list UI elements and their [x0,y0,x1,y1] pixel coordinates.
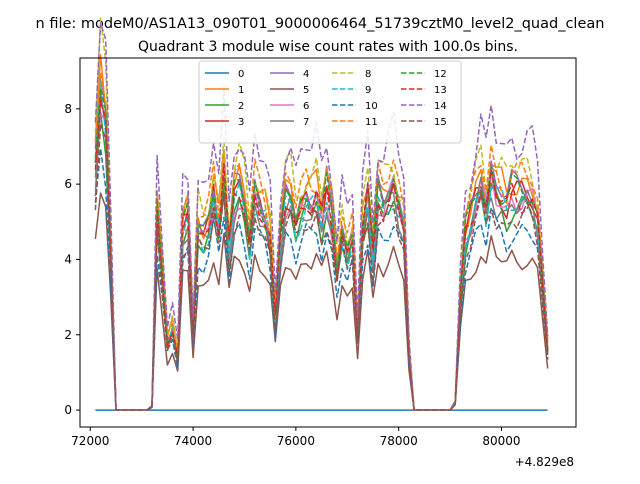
y-tick-label: 2 [64,328,72,342]
series-line-14 [94,22,549,411]
legend-label-13: 13 [434,85,447,96]
legend-label-12: 12 [434,69,447,80]
x-axis-offset-label: +4.829e8 [515,455,574,469]
series-line-5 [94,192,549,411]
legend-label-2: 2 [238,101,244,112]
legend-label-0: 0 [238,69,244,80]
legend-label-10: 10 [365,101,378,112]
legend-label-11: 11 [365,117,378,128]
x-tick-label: 72000 [71,434,109,448]
x-axis-ticks: 72000 74000 76000 78000 80000 [71,427,521,448]
figure-suptitle: n file: modeM0/AS1A13_090T01_9000006464_… [36,16,605,32]
x-tick-label: 78000 [380,434,418,448]
y-tick-label: 4 [64,252,72,266]
legend-label-8: 8 [365,69,371,80]
x-tick-label: 76000 [277,434,315,448]
series-line-11 [94,72,549,411]
chart-title: Quadrant 3 module wise count rates with … [138,39,518,55]
y-tick-label: 8 [64,102,72,116]
legend-label-6: 6 [303,101,309,112]
legend-label-9: 9 [365,85,371,96]
legend-label-15: 15 [434,117,447,128]
legend-label-14: 14 [434,101,447,112]
series-line-9 [94,80,549,411]
series-line-8 [94,17,549,411]
series-line-10 [94,147,549,411]
x-tick-label: 80000 [482,434,520,448]
series-line-15 [94,123,549,411]
y-tick-label: 6 [64,177,72,191]
legend-label-5: 5 [303,85,309,96]
series-line-12 [94,87,549,411]
series-line-13 [94,100,549,411]
series-layer [94,17,549,411]
legend-label-1: 1 [238,85,244,96]
legend-frame [198,60,462,144]
x-tick-label: 74000 [174,434,212,448]
legend-label-7: 7 [303,117,309,128]
legend-label-4: 4 [303,69,309,80]
legend-label-3: 3 [238,117,244,128]
y-tick-label: 0 [64,403,72,417]
plot-frame [79,57,577,428]
y-axis-ticks: 0 2 4 6 8 [64,102,80,417]
